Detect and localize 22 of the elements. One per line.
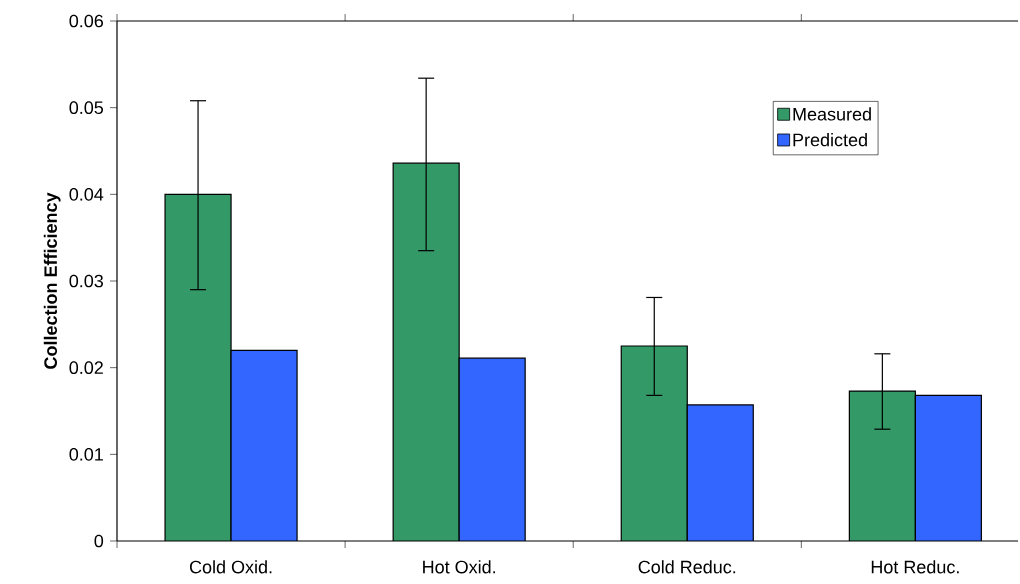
- bar: [621, 346, 688, 541]
- bar: [165, 194, 232, 541]
- bar: [687, 404, 754, 541]
- y-tick-label: 0.04: [69, 187, 104, 201]
- x-tick-label: Cold Reduc.: [638, 560, 736, 574]
- x-tick-label: Hot Oxid.: [423, 560, 496, 574]
- legend-label: Measured: [793, 107, 871, 121]
- y-tick-label: 0.03: [69, 274, 104, 288]
- y-tick-label: 0.02: [69, 361, 103, 375]
- y-tick-label: 0.05: [69, 101, 104, 115]
- y-tick-label: 0.06: [69, 14, 104, 28]
- bar: [393, 163, 460, 541]
- bar: [231, 350, 298, 541]
- legend-label: Predicted: [793, 133, 867, 147]
- y-tick-label: 0.01: [69, 447, 103, 461]
- x-tick-label: Cold Oxid.: [189, 560, 272, 574]
- bar: [459, 358, 526, 541]
- bar: [848, 390, 916, 541]
- y-axis-title: Collection Efficiency: [43, 192, 61, 369]
- bar: [914, 394, 982, 541]
- y-tick-label: 0: [94, 534, 104, 548]
- x-tick-label: Hot Reduc.: [871, 560, 959, 574]
